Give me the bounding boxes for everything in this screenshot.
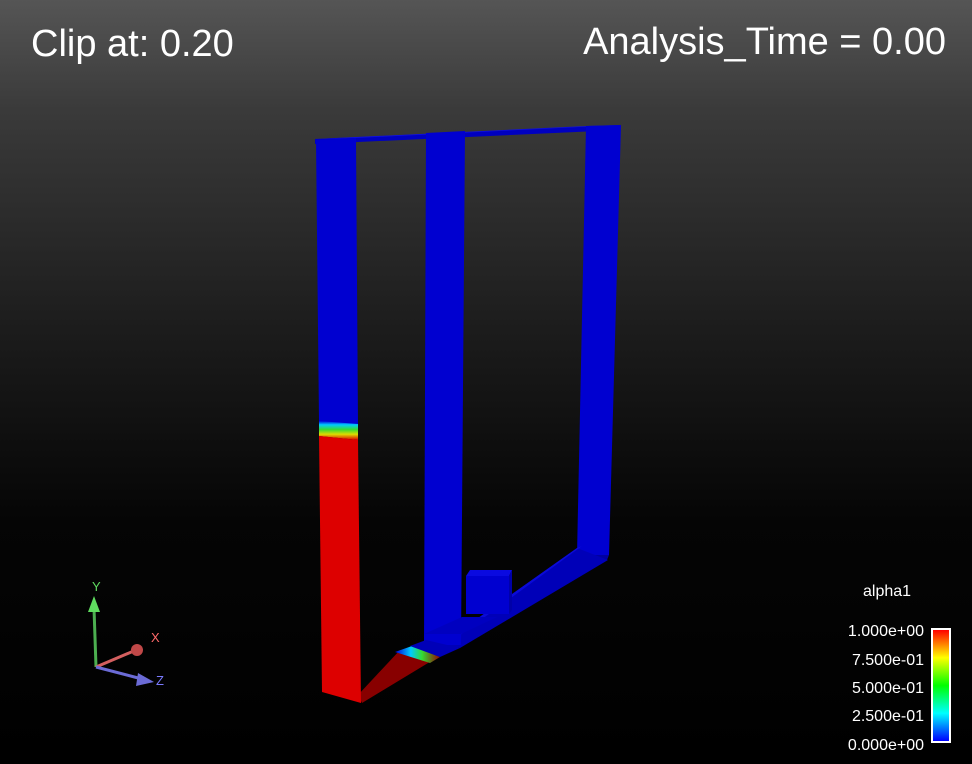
x-axis-line [95,648,137,669]
y-axis-line [92,607,98,668]
tank-top-front [315,125,620,139]
z-axis-label: Z [156,673,164,688]
y-axis-label: Y [92,579,101,594]
y-axis-arrow-icon [88,596,100,612]
tank-floor-left-air [410,640,460,657]
left-column-interface [319,421,358,440]
legend-tick-min: 0.000e+00 [847,737,924,754]
legend-tick-050: 5.000e-01 [851,680,924,697]
orientation-axes: Y X Z [88,579,164,688]
legend-tick-075: 7.500e-01 [851,652,924,669]
obstacle-block-top [466,570,512,576]
z-axis-arrow-icon [136,673,154,686]
dam-break-model[interactable] [315,125,621,703]
obstacle-block-front [466,576,509,614]
z-axis-line [95,665,143,681]
clip-value-label: Clip at: 0.20 [31,23,234,65]
x-axis-label: X [151,630,160,645]
legend-colorbar-gradient [933,630,949,741]
legend-colorbar [931,628,951,743]
tank-floor-water [358,650,438,703]
tank-middle-column-base [424,617,497,634]
x-axis-arrow-icon [131,644,143,656]
obstacle-block-side [509,570,512,614]
legend-tick-max: 1.000e+00 [847,623,924,640]
left-column-air [316,138,358,425]
tank-middle-column [424,131,465,645]
legend-title: alpha1 [863,583,912,600]
left-column-water [319,436,361,703]
analysis-time-label: Analysis_Time = 0.00 [583,21,946,63]
tank-top-wall [315,125,620,144]
tank-right-wall [577,125,621,555]
tank-floor-right [440,548,608,648]
tank-floor-interface [395,646,440,663]
legend-tick-025: 2.500e-01 [851,708,924,725]
